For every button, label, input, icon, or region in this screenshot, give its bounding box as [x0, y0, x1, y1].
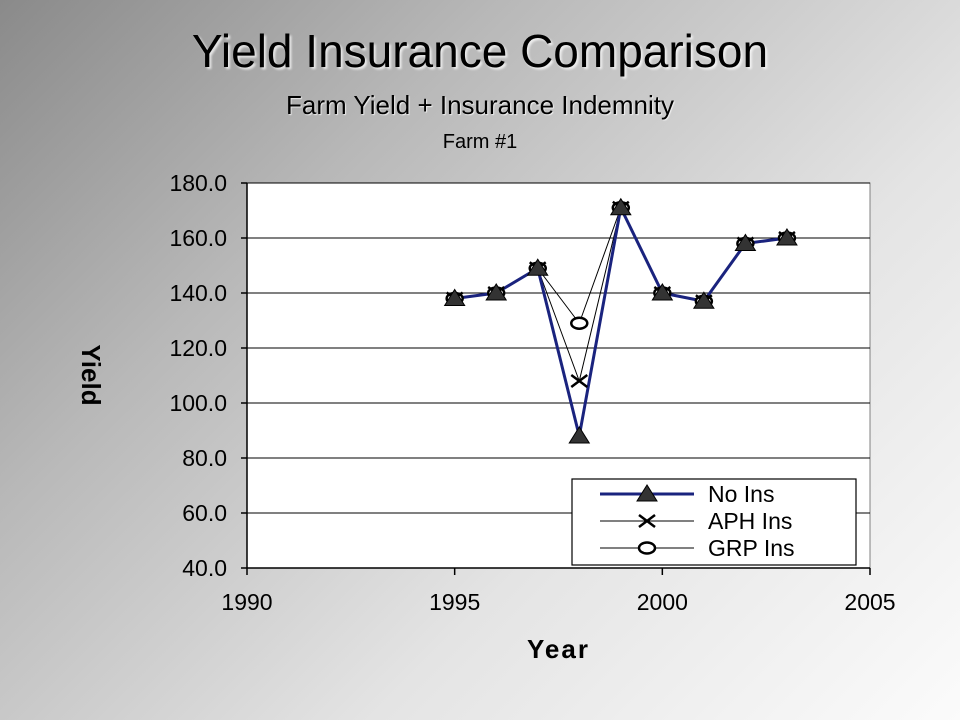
y-tick-label: 100.0 [169, 390, 227, 416]
x-tick-label: 2005 [844, 589, 895, 615]
data-point [651, 283, 674, 301]
data-point [443, 288, 466, 306]
legend-marker [638, 514, 656, 528]
x-tick-label: 2000 [637, 589, 688, 615]
data-point [692, 291, 715, 309]
data-point [570, 316, 589, 330]
y-tick-label: 140.0 [169, 280, 227, 306]
data-point [776, 228, 798, 246]
y-tick-label: 80.0 [182, 445, 227, 471]
marker-stroke [570, 374, 589, 388]
series-layer [443, 197, 798, 444]
legend-marker [637, 541, 657, 555]
y-axis-title: Yield [76, 344, 106, 405]
x-tick-label: 1995 [429, 589, 480, 615]
x-tick-label: 1990 [221, 589, 272, 615]
legend-marker [636, 484, 658, 502]
y-tick-label: 180.0 [169, 170, 227, 196]
legend-label: No Ins [708, 481, 774, 507]
legend-label: APH Ins [708, 508, 792, 534]
data-point [734, 233, 757, 251]
marker-stroke [638, 514, 656, 528]
slide-subtitle: Farm Yield + Insurance Indemnity [285, 90, 675, 120]
y-tick-label: 40.0 [182, 555, 227, 581]
data-point [570, 374, 589, 388]
data-point [568, 426, 591, 444]
legend-label: GRP Ins [708, 535, 795, 561]
y-tick-label: 60.0 [182, 500, 227, 526]
y-tick-label: 120.0 [169, 335, 227, 361]
data-point [485, 283, 508, 301]
data-point [609, 197, 632, 216]
slide-title: Yield Insurance Comparison [191, 25, 769, 77]
axes: 40.0 60.0 80.0 100.0 120.0 140.0 160.0 180.0 199… [76, 170, 896, 664]
slide-subsubtitle: Farm #1 [442, 131, 518, 153]
x-axis-title: Year [527, 634, 590, 664]
data-point [526, 258, 549, 276]
y-tick-label: 160.0 [169, 225, 227, 251]
